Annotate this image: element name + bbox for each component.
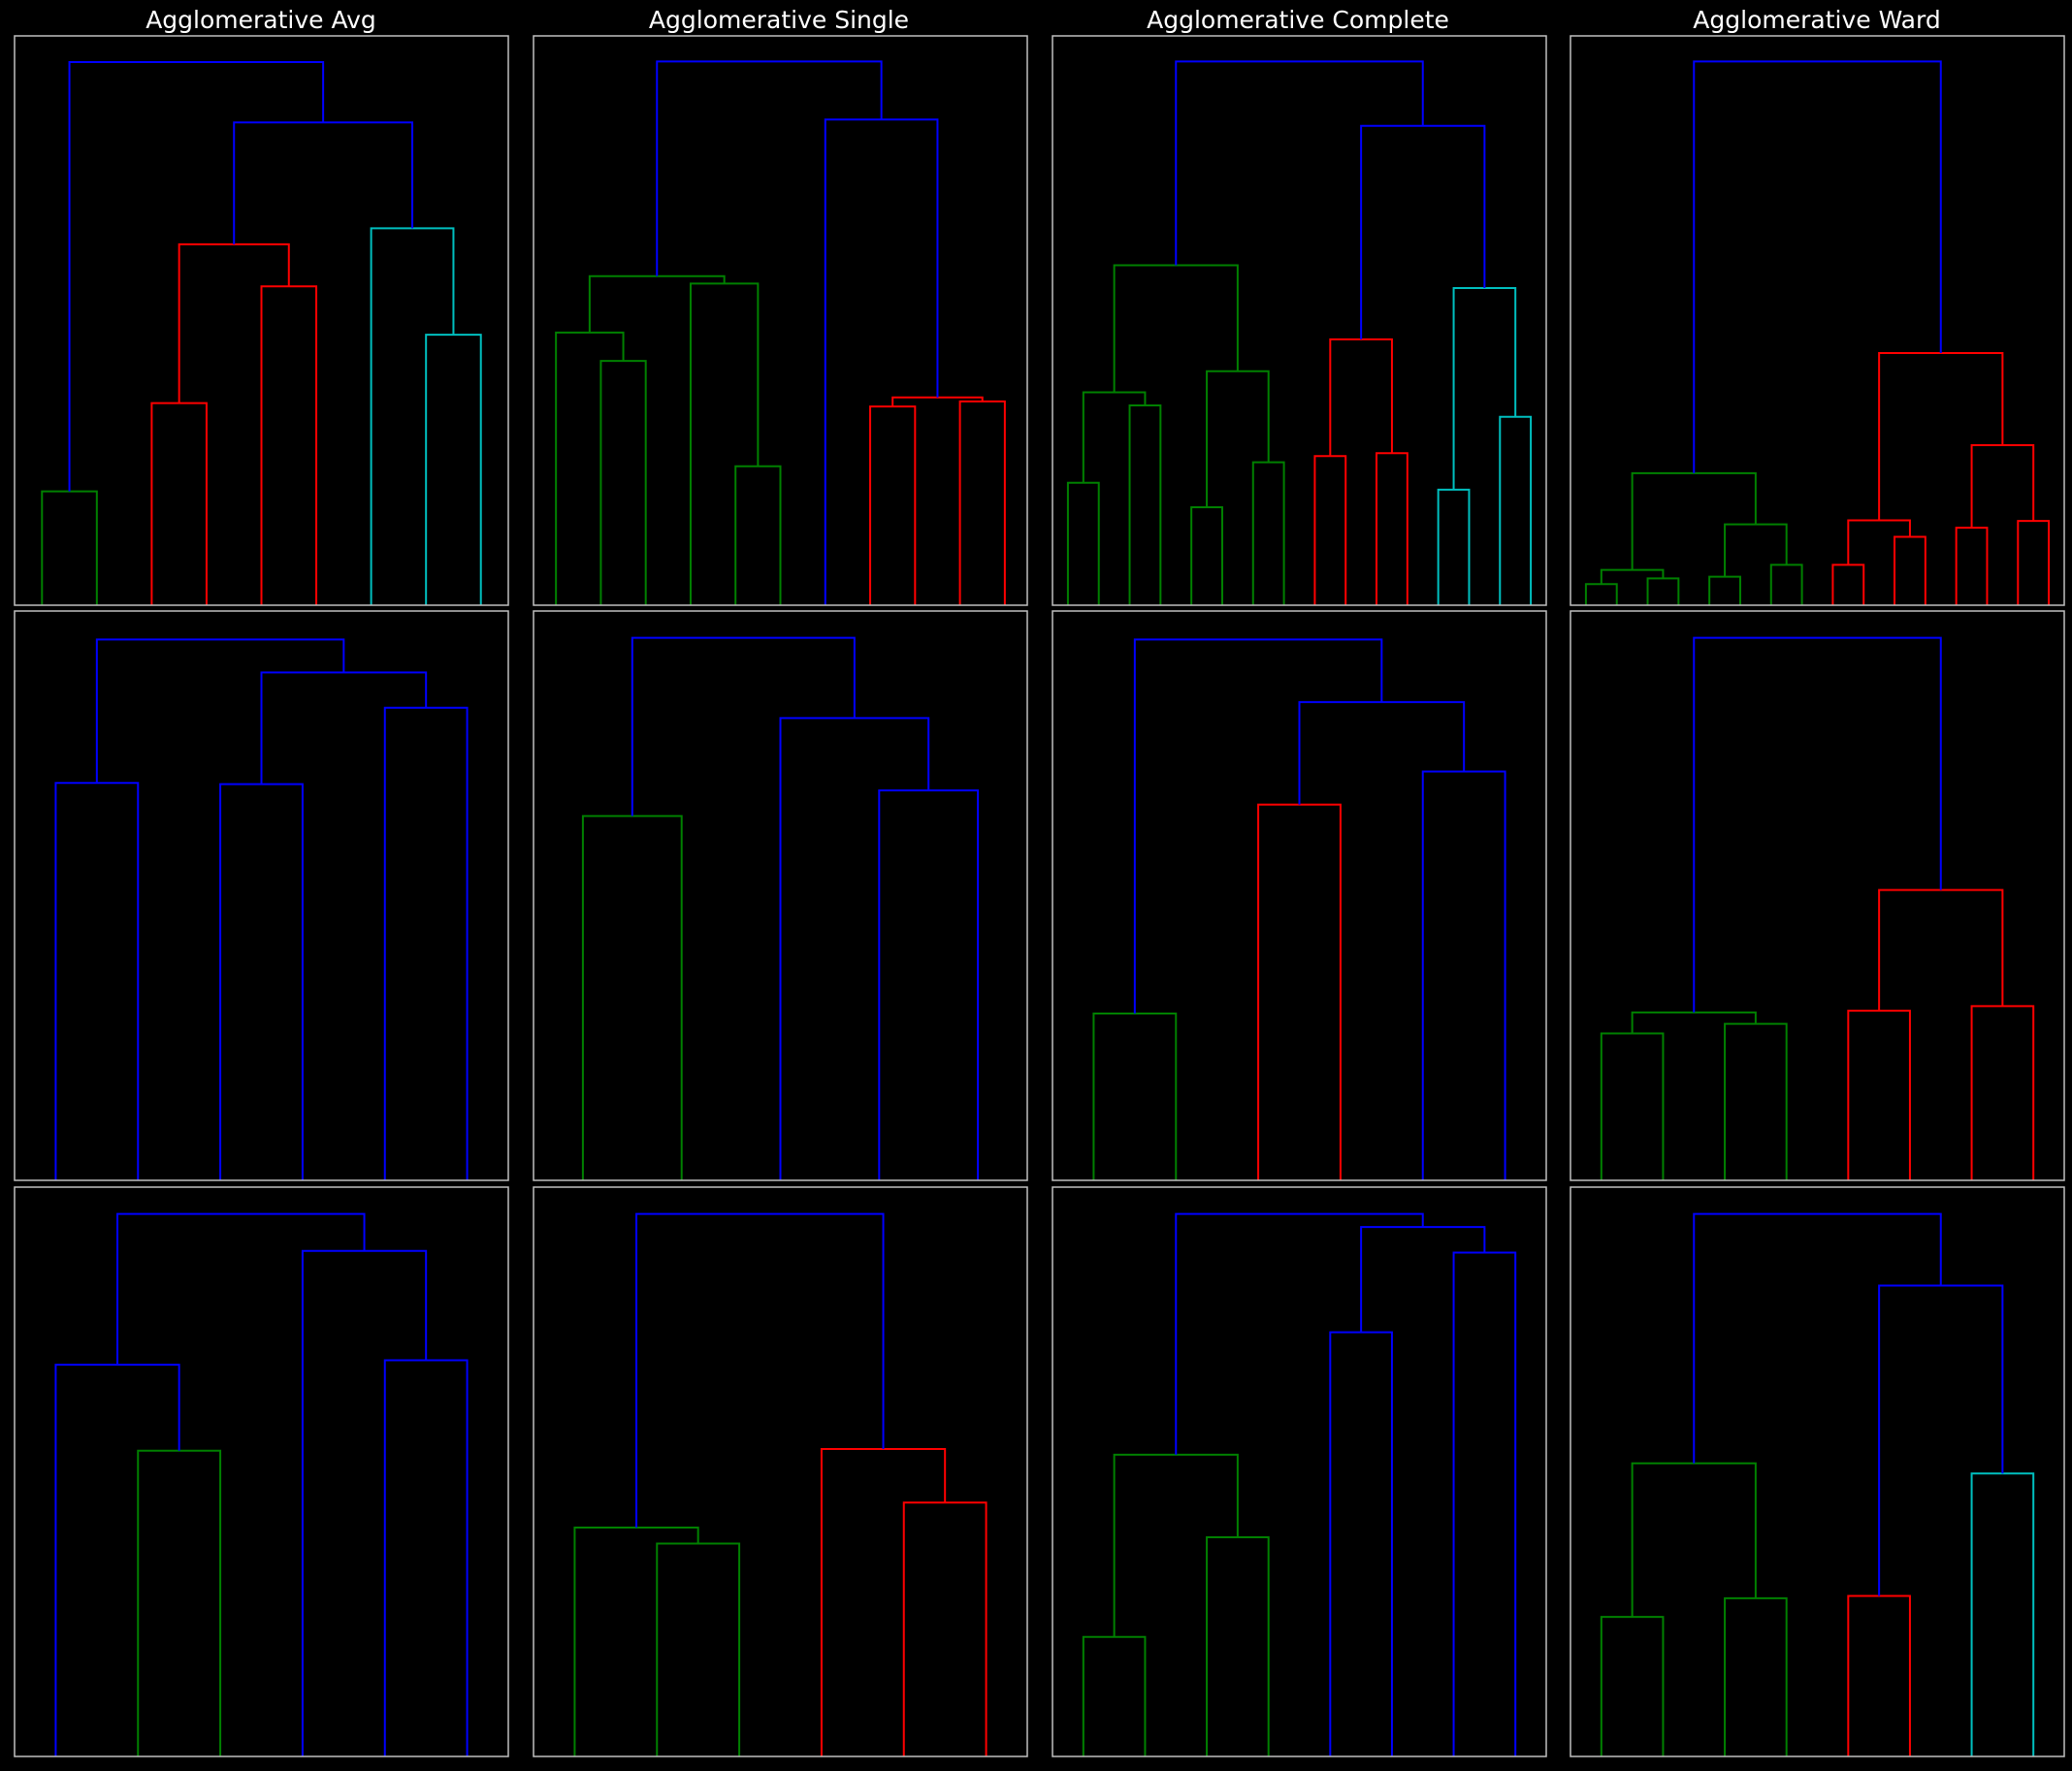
panel-frame [1570, 35, 2065, 606]
dendrogram-link [656, 60, 883, 276]
dendrogram-link [1693, 1212, 1942, 1464]
panel-frame [14, 1186, 509, 1757]
dendrogram-link [1693, 636, 1942, 1013]
dendrogram-panel-r1-c2 [1052, 610, 1547, 1181]
dendrogram-link [1133, 638, 1383, 1014]
panel-frame [533, 35, 1028, 606]
dendrogram-panel-r0-c0 [14, 35, 509, 606]
panel-frame [1052, 610, 1547, 1181]
panels [14, 35, 2065, 1757]
column-title-ward: Agglomerative Ward [1693, 6, 1940, 34]
dendrogram-link [635, 1212, 885, 1529]
dendrogram-panel-r0-c1 [533, 35, 1028, 606]
dendrogram-link [1452, 1251, 1517, 1756]
dendrogram-link [95, 638, 345, 784]
panel-frame [533, 1186, 1028, 1757]
panel-frame [1052, 1186, 1547, 1757]
panel-frame [14, 610, 509, 1181]
dendrogram-link [1175, 1212, 1424, 1455]
dendrogram-panel-r2-c0 [14, 1186, 509, 1757]
dendrogram-link [1175, 60, 1424, 266]
dendrogram-link [631, 636, 856, 817]
dendrogram-panel-r1-c0 [14, 610, 509, 1181]
dendrogram-panel-r1-c1 [533, 610, 1028, 1181]
dendrogram-link [1206, 1536, 1270, 1756]
dendrogram-link [1693, 60, 1942, 473]
dendrogram-link [1092, 1013, 1178, 1180]
dendrogram-panel-r0-c2 [1052, 35, 1547, 606]
dendrogram-link [1329, 1331, 1393, 1756]
dendrogram-panel-r2-c3 [1570, 1186, 2065, 1757]
dendrogram-link [68, 61, 325, 492]
dendrogram-link [1970, 1005, 2035, 1180]
dendrogram-link [1847, 1594, 1911, 1756]
panel-frame [14, 35, 509, 606]
dendrogram-panel-r0-c3 [1570, 35, 2065, 606]
column-title-avg: Agglomerative Avg [146, 6, 376, 34]
dendrogram-panel-r1-c3 [1570, 610, 2065, 1181]
panel-frame [1570, 610, 2065, 1181]
column-title-complete: Agglomerative Complete [1147, 6, 1449, 34]
dendrogram-link [902, 1501, 987, 1756]
dendrogram-link [383, 1359, 469, 1756]
dendrogram-link [1600, 1616, 1665, 1756]
column-title-single: Agglomerative Single [649, 6, 909, 34]
panel-frame [533, 610, 1028, 1181]
dendrogram-link [573, 1527, 699, 1756]
dendrogram-panel-r2-c2 [1052, 1186, 1547, 1757]
dendrogram-link [116, 1212, 366, 1366]
panel-frame [1570, 1186, 2065, 1757]
dendrogram-panel-r2-c1 [533, 1186, 1028, 1757]
panel-frame [1052, 35, 1547, 606]
